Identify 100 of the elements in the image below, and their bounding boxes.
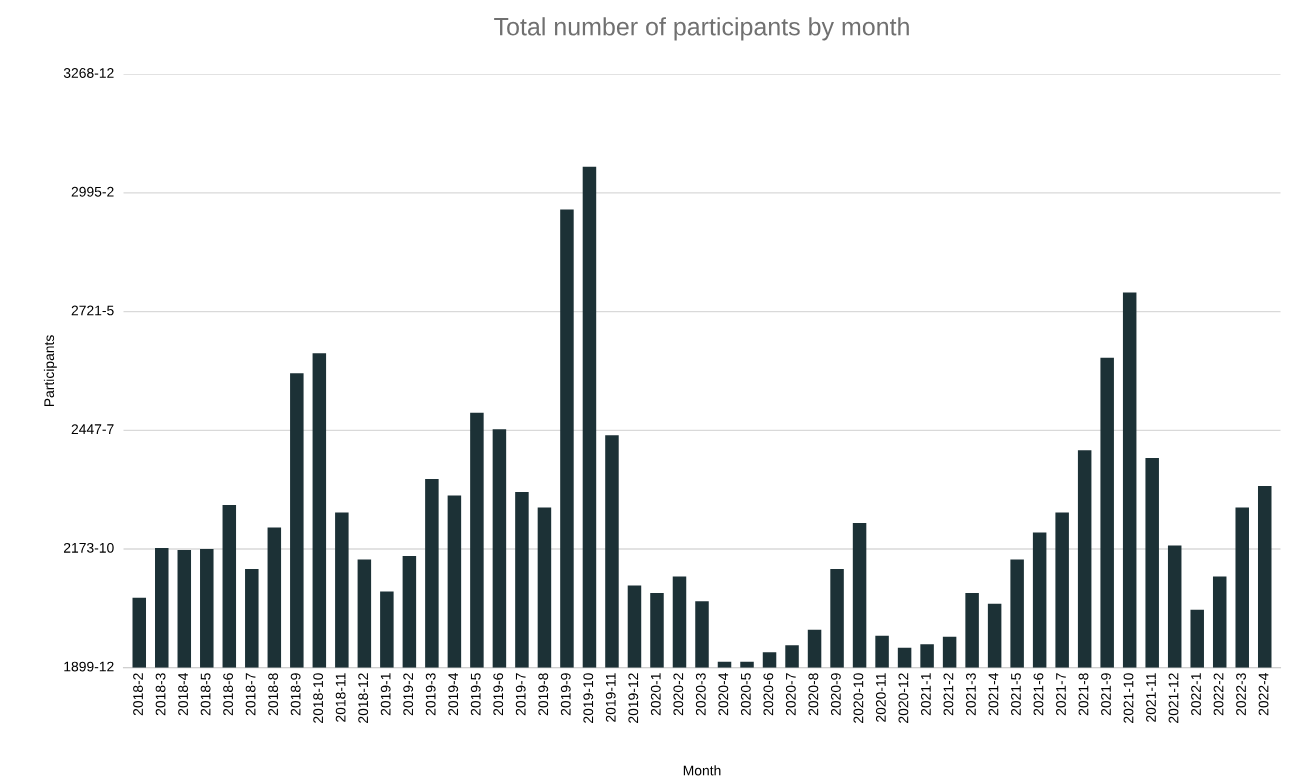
bar — [650, 593, 664, 668]
bar — [852, 523, 867, 668]
chart-title: Total number of participants by month — [494, 17, 909, 41]
x-tick-label: 2019-10 — [583, 673, 594, 723]
bar — [222, 504, 237, 668]
text: 1899-12 — [64, 661, 114, 672]
x-tick-label: 2020-11 — [875, 673, 886, 722]
x-tick-label: 2019-5 — [470, 673, 481, 716]
bar — [1100, 357, 1114, 668]
bar — [1257, 485, 1272, 668]
bar — [515, 491, 529, 668]
x-tick-label: 2021-1 — [920, 673, 931, 716]
x-tick-label: 2018-7 — [245, 673, 256, 716]
x-tick-label: 2021-8 — [1078, 673, 1089, 716]
x-tick-label: 2019-11 — [605, 673, 616, 722]
x-tick-label: 2019-6 — [493, 673, 504, 716]
x-tick-label: 2018-10 — [313, 673, 324, 723]
bar — [807, 629, 822, 668]
text: 2721-5 — [71, 305, 114, 316]
x-tick-label: 2018-3 — [155, 673, 166, 716]
x-tick-label: 2021-7 — [1056, 673, 1066, 716]
bar — [177, 550, 192, 668]
x-tick-label: 2020-4 — [718, 673, 729, 716]
bar — [312, 353, 327, 668]
bar — [200, 549, 214, 668]
bar — [695, 601, 709, 668]
bar — [245, 569, 259, 668]
bar — [425, 478, 439, 668]
bar — [537, 507, 552, 668]
x-tick-label: 2018-9 — [290, 673, 301, 716]
x-tick-label: 2020-3 — [695, 673, 706, 716]
x-tick-label: 2020-1 — [650, 673, 661, 716]
x-tick-label: 2019-8 — [538, 673, 549, 716]
bar — [897, 647, 912, 668]
bar — [290, 373, 304, 668]
x-axis-title: Month — [683, 765, 721, 776]
bar — [1055, 512, 1069, 668]
bar — [1235, 507, 1249, 668]
bar — [1190, 609, 1204, 668]
x-tick-label: 2021-4 — [988, 673, 999, 716]
x-tick-label: 2018-6 — [223, 673, 234, 716]
bar — [1145, 457, 1159, 668]
x-tick-label: 2020-5 — [740, 673, 751, 716]
bar — [965, 593, 979, 668]
x-tick-label: 2020-6 — [763, 673, 774, 716]
x-tick-label: 2018-5 — [200, 673, 211, 716]
x-tick-label: 2019-7 — [515, 673, 526, 716]
x-tick-label: 2018-2 — [133, 673, 143, 716]
text: 2447-7 — [71, 424, 114, 434]
bar — [1077, 450, 1092, 668]
x-tick-label: 2018-12 — [358, 673, 369, 723]
x-tick-label: 2020-9 — [830, 673, 841, 716]
x-tick-label: 2019-3 — [425, 673, 436, 716]
bar — [132, 597, 147, 668]
x-tick-label: 2022-1 — [1191, 673, 1201, 716]
bar — [605, 435, 619, 668]
bar — [762, 652, 777, 668]
x-tick-label: 2022-2 — [1213, 673, 1224, 716]
x-tick-label: 2021-6 — [1033, 673, 1044, 716]
text: 2173-10 — [63, 542, 114, 553]
x-tick-label: 2018-4 — [178, 673, 188, 716]
bar — [987, 603, 1002, 668]
x-tick-label: 2020-12 — [898, 673, 909, 723]
x-tick-label: 2020-7 — [785, 673, 796, 716]
bar — [785, 645, 799, 668]
bar — [402, 556, 417, 668]
x-tick-label: 2022-3 — [1236, 673, 1246, 716]
bar — [830, 569, 844, 668]
x-tick-label: 2019-2 — [403, 673, 414, 716]
text: 3268-12 — [63, 68, 114, 78]
x-tick-label: 2020-2 — [673, 673, 684, 716]
x-tick-label: 2019-9 — [560, 673, 571, 716]
bar — [492, 429, 507, 668]
bar — [942, 636, 957, 668]
bar — [335, 512, 349, 668]
bar — [380, 591, 394, 668]
bar — [357, 559, 372, 668]
bar — [1167, 545, 1182, 668]
x-tick-label: 2021-2 — [943, 673, 954, 716]
bar — [1122, 292, 1137, 668]
bar — [1032, 532, 1047, 668]
x-tick-label: 2019-12 — [628, 673, 639, 723]
x-tick-label: 2021-12 — [1168, 673, 1179, 723]
x-tick-label: 2021-11 — [1146, 673, 1156, 722]
bar — [560, 209, 574, 668]
x-tick-label: 2021-10 — [1123, 673, 1134, 723]
bar — [1010, 559, 1024, 668]
bar — [470, 412, 484, 668]
x-tick-label: 2020-8 — [808, 673, 819, 716]
bar — [1212, 576, 1227, 668]
bar — [267, 527, 282, 668]
bar — [875, 635, 889, 668]
x-tick-label: 2018-11 — [335, 673, 346, 722]
x-tick-label: 2019-1 — [380, 673, 391, 716]
bar — [447, 495, 462, 668]
bar — [920, 644, 934, 668]
text: 2995-2 — [71, 186, 114, 197]
x-tick-label: 2018-8 — [268, 673, 279, 716]
x-tick-label: 2021-5 — [1011, 673, 1021, 716]
x-tick-label: 2020-10 — [853, 673, 864, 723]
